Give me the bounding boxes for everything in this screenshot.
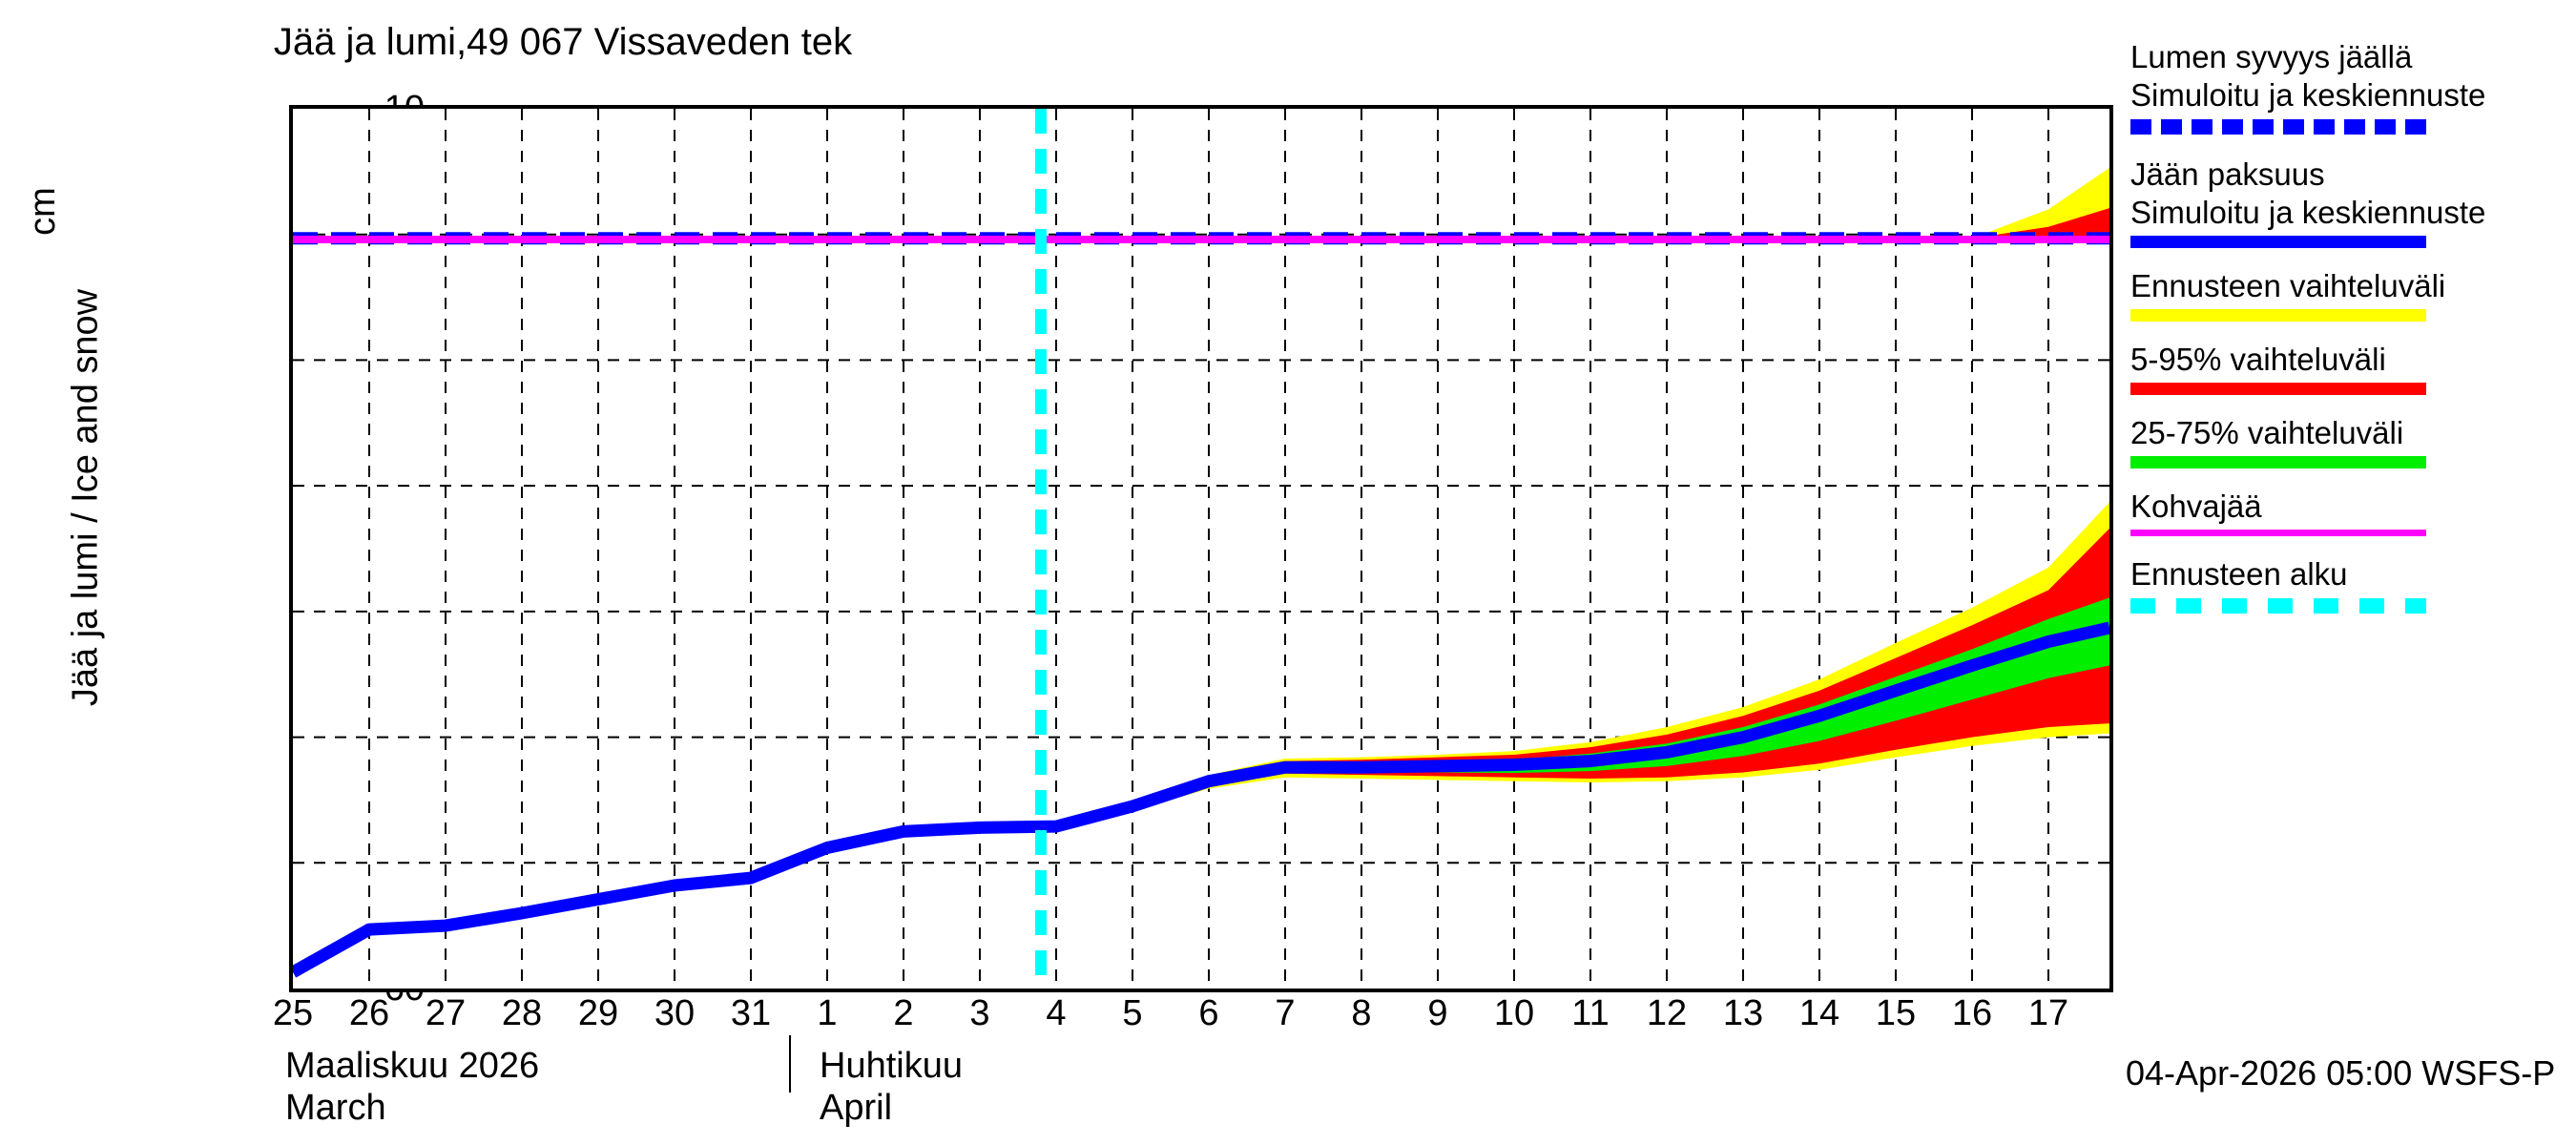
legend-title: 25-75% vaihteluväli (2130, 415, 2404, 450)
legend-item-slush-ice: Kohvajää (2130, 488, 2576, 536)
x-tick-label: 15 (1875, 993, 1917, 1033)
x-tick-label: 11 (1571, 993, 1610, 1033)
x-tick-label: 5 (1122, 993, 1143, 1033)
x-tick-label: 30 (654, 993, 696, 1033)
x-tick-label: 7 (1275, 993, 1296, 1033)
x-tick-label: 1 (817, 993, 838, 1033)
legend-subtitle: Simuloitu ja keskiennuste (2130, 77, 2486, 113)
x-tick-label: 3 (969, 993, 990, 1033)
legend-item-forecast-range: Ennusteen vaihteluväli (2130, 267, 2576, 322)
series-lines (293, 232, 2109, 978)
legend-swatch (2130, 530, 2426, 536)
footer-timestamp: 04-Apr-2026 05:00 WSFS-P (2126, 1053, 2556, 1093)
legend-item-ice-thickness: Jään paksuus Simuloitu ja keskiennuste (2130, 156, 2576, 248)
plot-area (289, 105, 2113, 992)
legend-swatch (2130, 119, 2426, 135)
legend-swatch (2130, 383, 2426, 395)
legend: Lumen syvyys jäällä Simuloitu ja keskienn… (2130, 38, 2576, 617)
page-title: Jää ja lumi,49 067 Vissaveden tek (273, 21, 853, 63)
month-label-en: April (820, 1088, 893, 1128)
legend-swatch (2130, 236, 2426, 248)
legend-title: Jään paksuus (2130, 156, 2325, 192)
legend-title: 5-95% vaihteluväli (2130, 342, 2386, 377)
y-axis-unit: cm (22, 187, 63, 236)
x-tick-label: 14 (1798, 993, 1840, 1033)
month-separator (789, 1035, 791, 1093)
y-axis-label: Jää ja lumi / Ice and snow (65, 288, 106, 707)
x-tick-label: 12 (1646, 993, 1688, 1033)
x-tick-label: 25 (272, 993, 314, 1033)
month-label: Huhtikuu April (820, 1045, 963, 1129)
x-tick-label: 29 (577, 993, 619, 1033)
x-tick-label: 31 (730, 993, 772, 1033)
month-label-fi: Maaliskuu 2026 (285, 1046, 540, 1086)
legend-title: Kohvajää (2130, 489, 2262, 524)
x-tick-label: 16 (1951, 993, 1993, 1033)
band-ffff00 (1056, 167, 2109, 239)
legend-item-snow-depth-on-ice: Lumen syvyys jäällä Simuloitu ja keskienn… (2130, 38, 2576, 135)
gridlines (293, 109, 2109, 989)
x-tick-label: 9 (1427, 993, 1448, 1033)
legend-title: Ennusteen vaihteluväli (2130, 268, 2446, 303)
legend-swatch (2130, 456, 2426, 468)
forecast-bands (1056, 167, 2109, 828)
x-tick-label: 2 (893, 993, 914, 1033)
x-tick-label: 17 (2027, 993, 2069, 1033)
x-tick-label: 26 (348, 993, 390, 1033)
x-tick-label: 10 (1493, 993, 1535, 1033)
legend-title: Ennusteen alku (2130, 556, 2348, 592)
x-tick-label: 4 (1046, 993, 1067, 1033)
x-tick-label: 27 (425, 993, 467, 1033)
month-label-en: March (285, 1088, 386, 1128)
legend-item-range-5-95: 5-95% vaihteluväli (2130, 341, 2576, 395)
series-line (293, 621, 2109, 978)
legend-item-range-25-75: 25-75% vaihteluväli (2130, 414, 2576, 468)
legend-item-forecast-start: Ennusteen alku (2130, 555, 2576, 614)
month-label: Maaliskuu 2026 March (285, 1045, 539, 1129)
x-tick-label: 6 (1198, 993, 1219, 1033)
band-ff0000 (1056, 528, 2109, 827)
legend-title: Lumen syvyys jäällä (2130, 39, 2413, 74)
month-label-fi: Huhtikuu (820, 1046, 963, 1086)
legend-subtitle: Simuloitu ja keskiennuste (2130, 195, 2486, 230)
x-tick-label: 13 (1722, 993, 1764, 1033)
chart-canvas (293, 109, 2109, 989)
x-tick-label: 8 (1351, 993, 1372, 1033)
band-ff0000 (1056, 208, 2109, 239)
legend-swatch (2130, 309, 2426, 322)
x-tick-label: 28 (501, 993, 543, 1033)
legend-swatch (2130, 598, 2426, 614)
